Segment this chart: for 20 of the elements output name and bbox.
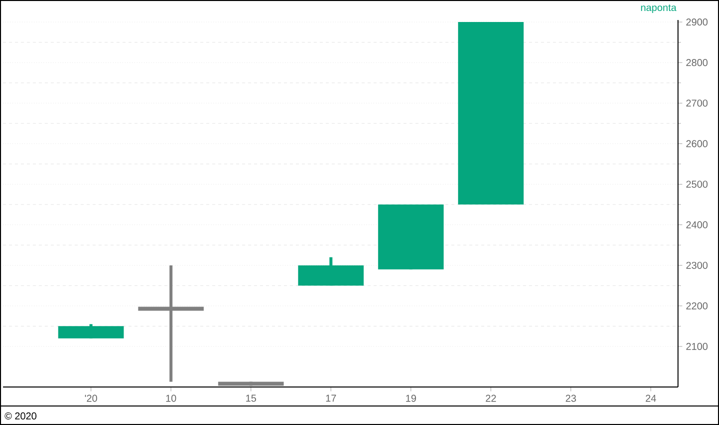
y-tick-label: 2700 [686,100,708,107]
x-tick-label: 22 [486,394,496,402]
y-tick-label: 2900 [686,18,708,26]
x-tick-label: 15 [246,394,256,402]
y-tick-label: 2300 [686,262,708,269]
candlestick [138,265,204,382]
x-tick-label: 17 [326,394,336,402]
text: naponta [641,4,676,14]
y-tick-label: 2800 [686,59,708,66]
y-tick-label: 2500 [686,180,708,188]
y-tick-label: 2400 [686,221,708,228]
x-tick-label: '20 [84,394,98,402]
x-tick-label: 23 [566,394,576,402]
x-tick-label: 10 [166,394,176,402]
y-tick-label: 2100 [686,342,708,350]
y-tick-label: 2600 [686,140,708,148]
x-tick-label: 19 [406,394,416,402]
y-tick-label: 2200 [686,302,708,310]
text: © 2020 [4,412,36,420]
x-tick-label: 24 [646,394,656,402]
